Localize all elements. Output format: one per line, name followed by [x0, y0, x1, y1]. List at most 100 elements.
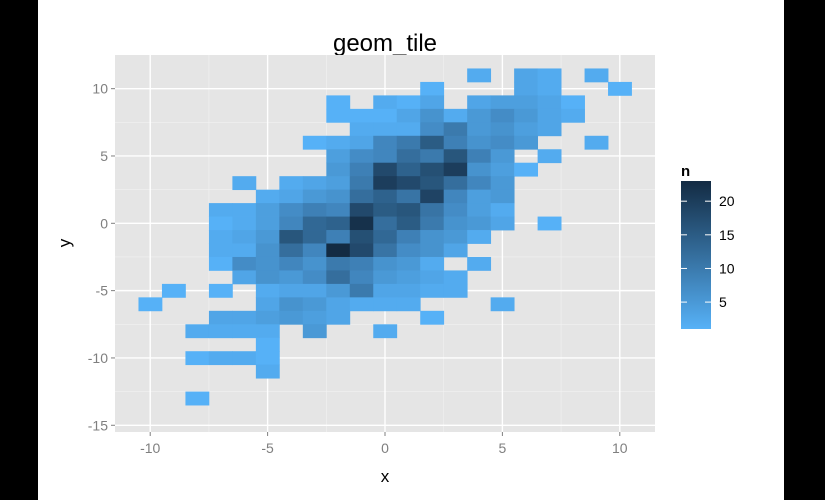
tile [326, 310, 351, 325]
tile [349, 256, 374, 271]
tile [514, 68, 539, 83]
tile [537, 95, 562, 110]
tile [420, 203, 445, 217]
tile [396, 203, 421, 217]
tile [396, 189, 421, 204]
tile [255, 243, 280, 258]
tile [467, 256, 492, 271]
y-tick-label: 5 [100, 148, 108, 164]
tile [255, 230, 280, 244]
tile [514, 95, 539, 110]
tile [443, 243, 468, 258]
tile [279, 216, 304, 231]
tile [420, 108, 445, 123]
tile [349, 297, 374, 312]
tile [255, 351, 280, 366]
tile [349, 162, 374, 177]
tile [302, 189, 327, 204]
tile [232, 176, 257, 191]
tile [326, 283, 351, 298]
tile [467, 108, 492, 123]
tile [396, 256, 421, 271]
tile [326, 230, 351, 244]
legend-colorbar [681, 181, 711, 329]
tile [232, 351, 257, 366]
tile [208, 230, 233, 244]
tile [302, 310, 327, 325]
tile [420, 216, 445, 231]
y-tick-label: -10 [88, 350, 108, 366]
tile [349, 203, 374, 217]
tile [467, 230, 492, 244]
tile [443, 216, 468, 231]
tile [255, 297, 280, 312]
tile [420, 270, 445, 285]
tile [443, 176, 468, 191]
tile [302, 176, 327, 191]
tile [208, 324, 233, 339]
tile [232, 270, 257, 285]
tile [373, 216, 398, 231]
legend-break-label: 5 [719, 294, 727, 310]
legend-break-label: 10 [719, 260, 735, 276]
tile [302, 270, 327, 285]
tile [443, 270, 468, 285]
tile [396, 297, 421, 312]
tile [208, 203, 233, 217]
chart-canvas: geom_tile -10 -5 0 5 10 -15 -10 -5 0 5 10 x y n 5… [38, 0, 784, 500]
tile [490, 176, 515, 191]
tile [232, 324, 257, 339]
tile [255, 216, 280, 231]
tile [420, 310, 445, 325]
tile [467, 162, 492, 177]
tile [349, 135, 374, 150]
tile [490, 203, 515, 217]
tile [514, 122, 539, 137]
tile [396, 162, 421, 177]
x-tick-label: 10 [612, 440, 628, 456]
tile [279, 270, 304, 285]
tile [208, 216, 233, 231]
tile [373, 162, 398, 177]
y-tick-label: 0 [100, 215, 108, 231]
tile [255, 324, 280, 339]
tile [279, 189, 304, 204]
tile [326, 149, 351, 164]
tile [373, 297, 398, 312]
tile [396, 95, 421, 110]
tile [232, 203, 257, 217]
tile [349, 230, 374, 244]
tile [467, 176, 492, 191]
y-tick-label: 10 [92, 81, 108, 97]
tile [443, 203, 468, 217]
tile [326, 203, 351, 217]
tile [467, 203, 492, 217]
legend-break-label: 20 [719, 193, 735, 209]
tiles-layer [138, 68, 632, 406]
tile [443, 108, 468, 123]
tile [326, 176, 351, 191]
tile [302, 243, 327, 258]
tile [490, 122, 515, 137]
tile [326, 162, 351, 177]
tile [443, 135, 468, 150]
tile [232, 230, 257, 244]
tile [232, 216, 257, 231]
tile [232, 310, 257, 325]
tile [373, 189, 398, 204]
tile [373, 243, 398, 258]
tile [443, 283, 468, 298]
tile [208, 283, 233, 298]
x-tick-label: -10 [140, 440, 160, 456]
tile [561, 108, 585, 123]
y-tick-label: -5 [96, 283, 109, 299]
tile [420, 189, 445, 204]
tile [514, 135, 539, 150]
tile [302, 297, 327, 312]
tile [326, 270, 351, 285]
tile [490, 95, 515, 110]
tile [185, 324, 210, 339]
tile [326, 297, 351, 312]
x-tick-label: -5 [261, 440, 274, 456]
tile [161, 283, 186, 298]
